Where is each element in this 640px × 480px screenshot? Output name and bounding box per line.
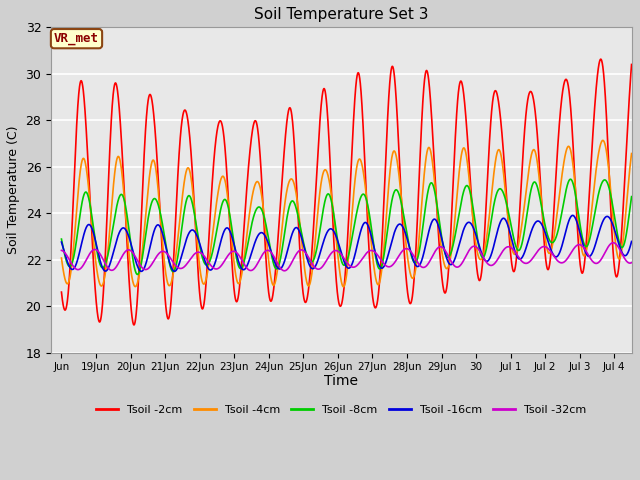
Title: Soil Temperature Set 3: Soil Temperature Set 3	[254, 7, 429, 22]
Text: VR_met: VR_met	[54, 32, 99, 45]
X-axis label: Time: Time	[324, 373, 358, 388]
Legend: Tsoil -2cm, Tsoil -4cm, Tsoil -8cm, Tsoil -16cm, Tsoil -32cm: Tsoil -2cm, Tsoil -4cm, Tsoil -8cm, Tsoi…	[92, 400, 591, 420]
Y-axis label: Soil Temperature (C): Soil Temperature (C)	[7, 126, 20, 254]
